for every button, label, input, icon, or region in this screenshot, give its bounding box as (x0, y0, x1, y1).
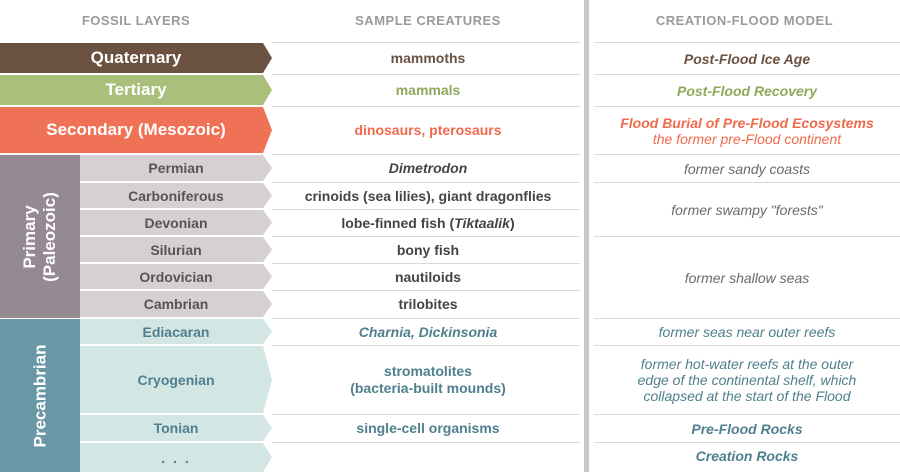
row-line (594, 236, 900, 237)
creature-cryogenian-line2: (bacteria-built mounds) (350, 380, 506, 396)
row-line (272, 414, 580, 415)
row-line (594, 182, 900, 183)
period-devonian: Devonian (80, 210, 272, 235)
creature-devonian-prefix: lobe-finned fish ( (341, 214, 455, 231)
row-line (594, 345, 900, 346)
column-divider (584, 0, 589, 472)
row-line (272, 318, 580, 319)
creature-tonian: single-cell organisms (356, 420, 500, 436)
model-flood-burial: Flood Burial of Pre-Flood Ecosystems (620, 114, 874, 131)
row-line (272, 263, 580, 264)
model-seas-near-reefs: former seas near outer reefs (658, 324, 836, 340)
model-former-continent: the former pre-Flood continent (652, 130, 842, 147)
creature-permian: Dimetrodon (388, 160, 468, 176)
primary-band: Primary (Paleozoic) (0, 155, 80, 318)
creature-secondary: dinosaurs, pterosaurs (354, 122, 502, 138)
period-cryogenian: Cryogenian (80, 346, 272, 413)
row-line (594, 442, 900, 443)
creature-cryogenian-line1: stromatolites (384, 363, 472, 379)
primary-label: Primary (Paleozoic) (20, 192, 60, 282)
period-ediacaran: Ediacaran (80, 319, 272, 344)
row-line (272, 345, 580, 346)
row-line (272, 74, 580, 75)
sample-creatures-header: SAMPLE CREATURES (355, 13, 501, 28)
creature-tertiary: mammals (395, 82, 461, 98)
creation-flood-model-header: CREATION-FLOOD MODEL (655, 13, 834, 28)
model-shallow-seas: former shallow seas (684, 269, 810, 286)
row-line (594, 318, 900, 319)
primary-label-line1: Primary (20, 204, 39, 269)
creature-devonian-suffix: ) (509, 214, 515, 231)
creature-cryogenian: stromatolites (bacteria-built mounds) (272, 346, 584, 414)
row-line (594, 154, 900, 155)
row-line (272, 42, 580, 43)
row-line (272, 182, 580, 183)
row-line (272, 154, 580, 155)
model-post-flood-ice-age: Post-Flood Ice Age (683, 50, 811, 67)
model-pre-flood-rocks: Pre-Flood Rocks (691, 420, 803, 437)
row-line (594, 106, 900, 107)
row-line (272, 442, 580, 443)
period-permian: Permian (80, 155, 272, 181)
model-hot-water-line1: former hot-water reefs at the outer (640, 356, 854, 372)
period-ellipsis: . . . (80, 443, 272, 472)
creature-ediacaran: Charnia, Dickinsonia (358, 323, 498, 340)
row-line (594, 74, 900, 75)
fossil-layers-header: FOSSIL LAYERS (81, 13, 191, 28)
period-silurian: Silurian (80, 237, 272, 262)
secondary-band: Secondary (Mesozoic) (0, 107, 272, 153)
creature-devonian-italic: Tiktaalik (454, 214, 510, 231)
model-post-flood-recovery: Post-Flood Recovery (676, 82, 818, 99)
row-line (272, 106, 580, 107)
model-hot-water-line2: edge of the continental shelf, which (637, 372, 857, 388)
row-line (594, 42, 900, 43)
creature-quaternary: mammoths (390, 50, 466, 66)
period-tonian: Tonian (80, 415, 272, 441)
creature-silurian: bony fish (396, 241, 460, 258)
creature-cambrian: trilobites (398, 296, 458, 312)
row-line (272, 290, 580, 291)
creature-ordovician: nautiloids (394, 268, 462, 285)
quaternary-band: Quaternary (0, 43, 272, 73)
row-line (272, 236, 580, 237)
model-sandy-coasts: former sandy coasts (683, 160, 811, 177)
model-flood-burial-block: Flood Burial of Pre-Flood Ecosystems the… (594, 107, 900, 154)
creature-devonian: lobe-finned fish (Tiktaalik) (272, 210, 584, 236)
model-hot-water-reefs: former hot-water reefs at the outer edge… (594, 346, 900, 414)
period-cambrian: Cambrian (80, 291, 272, 317)
row-line (594, 414, 900, 415)
model-creation-rocks: Creation Rocks (695, 448, 799, 464)
model-swampy-forests: former swampy "forests" (671, 201, 823, 218)
model-hot-water-line3: collapsed at the start of the Flood (643, 388, 851, 404)
period-carboniferous: Carboniferous (80, 183, 272, 208)
period-ordovician: Ordovician (80, 264, 272, 289)
row-line (272, 209, 580, 210)
precambrian-band: Precambrian (0, 319, 80, 472)
primary-label-line2: (Paleozoic) (40, 191, 59, 282)
precambrian-label: Precambrian (30, 344, 49, 447)
creature-carboniferous: crinoids (sea lilies), giant dragonflies (304, 187, 552, 204)
tertiary-band: Tertiary (0, 75, 272, 105)
